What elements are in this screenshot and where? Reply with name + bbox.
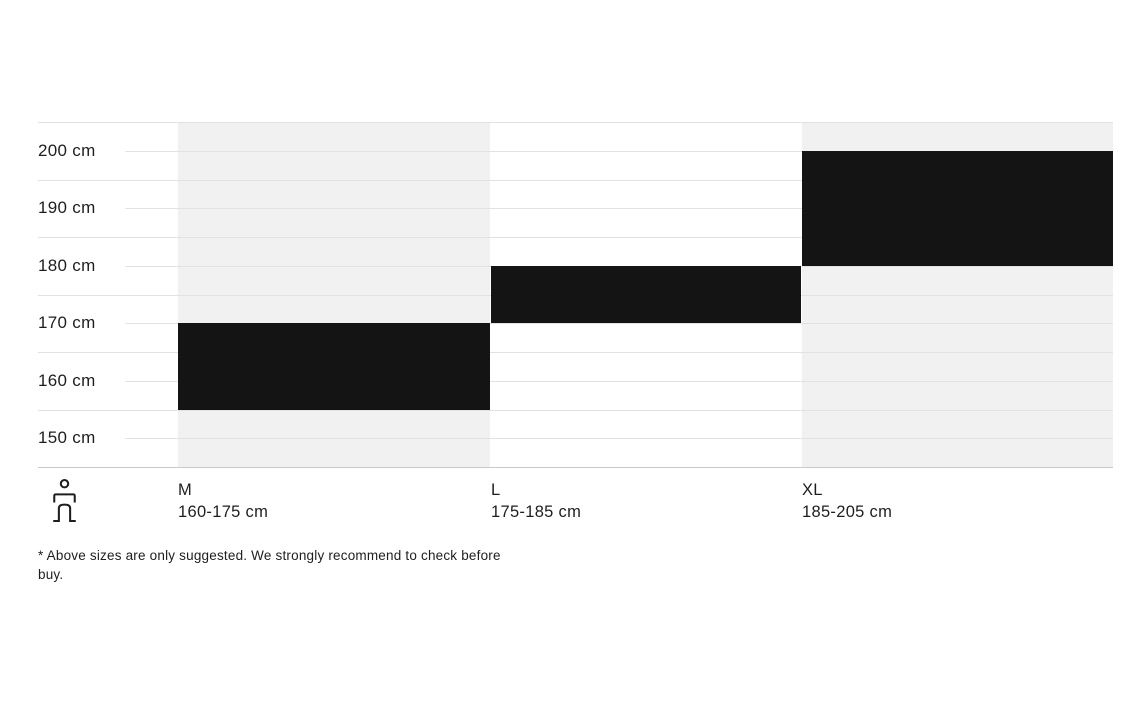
gridline-190cm <box>125 208 1113 210</box>
size-name: XL <box>802 481 823 499</box>
gridline-185cm <box>38 237 1113 238</box>
size-label-xl: XL 185-205 cm <box>802 480 892 523</box>
size-bar-l <box>491 265 801 324</box>
gridline-145cm <box>38 467 1113 468</box>
gridline-170cm <box>125 323 1113 325</box>
size-height-range: 160-175 cm <box>178 502 269 521</box>
size-disclaimer-line-1: * Above sizes are only suggested. We str… <box>38 548 501 563</box>
size-label-m: M 160-175 cm <box>178 480 268 523</box>
size-bar-xl <box>802 150 1113 266</box>
gridline-195cm <box>38 179 1113 181</box>
y-tick-label-150cm: 150 cm <box>38 428 96 448</box>
size-height-range: 185-205 cm <box>802 502 893 521</box>
person-height-icon <box>52 479 77 527</box>
y-tick-label-190cm: 190 cm <box>38 198 96 218</box>
size-name: L <box>491 481 501 499</box>
y-tick-label-200cm: 200 cm <box>38 140 96 160</box>
gridline-155cm <box>38 409 1113 411</box>
size-height-range: 175-185 cm <box>491 502 582 521</box>
size-label-l: L 175-185 cm <box>491 480 581 523</box>
size-bar-m <box>178 323 490 410</box>
size-disclaimer: * Above sizes are only suggested. We str… <box>38 547 501 584</box>
size-disclaimer-line-2: buy. <box>38 566 64 582</box>
gridline-200cm <box>125 150 1113 152</box>
gridline-165cm <box>38 352 1113 353</box>
y-tick-label-160cm: 160 cm <box>38 370 96 390</box>
gridline-150cm <box>125 438 1113 440</box>
size-name: M <box>178 481 193 499</box>
y-tick-label-170cm: 170 cm <box>38 313 96 333</box>
gridline-205cm <box>38 122 1113 123</box>
y-tick-label-180cm: 180 cm <box>38 255 96 275</box>
gridline-160cm <box>125 380 1113 382</box>
